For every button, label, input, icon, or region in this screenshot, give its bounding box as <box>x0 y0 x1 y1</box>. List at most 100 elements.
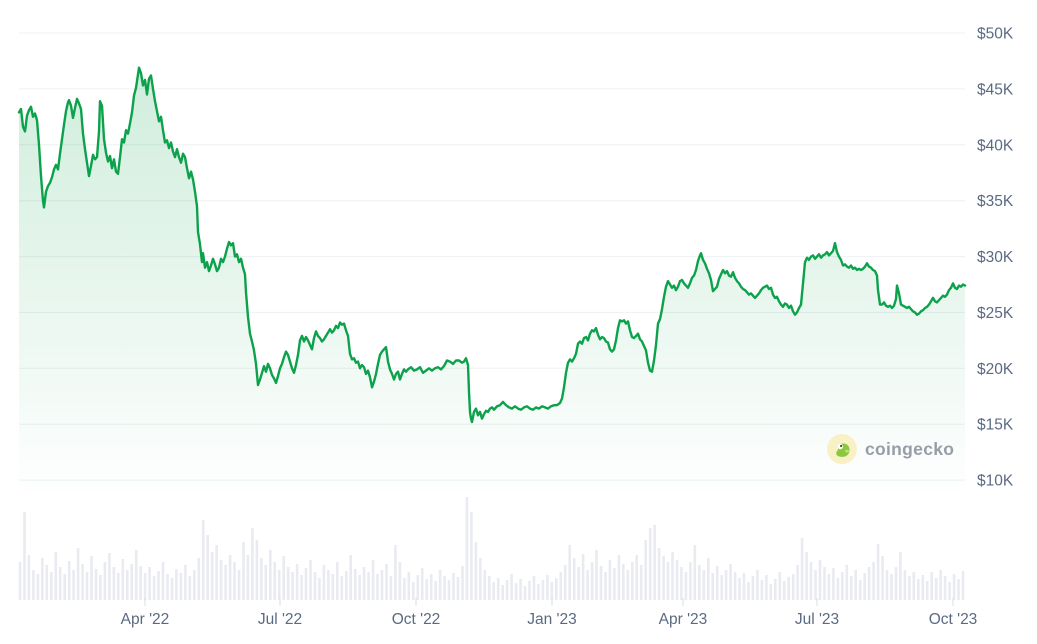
volume-bar <box>550 582 554 600</box>
y-axis-tick-label: $20K <box>977 361 1014 378</box>
volume-bar <box>420 568 424 600</box>
volume-bar <box>747 582 750 600</box>
volume-bar <box>50 572 53 600</box>
volume-bar <box>246 555 250 600</box>
volume-bar <box>322 565 326 600</box>
volume-bar <box>827 574 831 600</box>
volume-bar <box>313 572 317 600</box>
volume-bar <box>809 562 813 600</box>
volume-bar <box>756 570 759 600</box>
volume-bar <box>657 548 661 600</box>
volume-bar <box>300 575 303 600</box>
volume-bar <box>291 572 294 600</box>
volume-bar <box>492 582 495 600</box>
volume-bar <box>653 525 656 600</box>
coingecko-watermark: coingecko <box>827 434 954 464</box>
volume-bar <box>791 574 795 600</box>
volume-bar <box>939 570 942 600</box>
volume-bar <box>331 574 335 600</box>
volume-bar <box>286 567 290 600</box>
volume-bar <box>885 570 889 600</box>
volume-bar <box>461 566 464 600</box>
x-axis-tick-label: Oct '23 <box>929 611 978 628</box>
y-axis-labels: $50K $45K $40K $35K $30K $25K $20K $15K $10K <box>977 26 1014 490</box>
y-axis-tick-label: $30K <box>977 249 1014 266</box>
volume-bar <box>452 573 455 600</box>
volume-bar <box>724 570 728 600</box>
volume-bar <box>206 535 209 600</box>
volume-bar <box>568 545 571 600</box>
volume-bar <box>514 583 518 600</box>
volume-bar <box>917 579 920 600</box>
volume-bar <box>948 582 951 600</box>
volume-bar <box>876 544 880 600</box>
volume-bar <box>143 573 147 600</box>
volume-bar <box>362 567 366 600</box>
volume-bar <box>166 574 169 600</box>
coingecko-logo-icon <box>827 434 857 464</box>
volume-bar <box>733 572 737 600</box>
volume-bar <box>380 570 384 600</box>
volume-bar <box>644 540 647 600</box>
volume-bar <box>805 552 808 600</box>
volume-bar <box>179 573 183 600</box>
volume-bar <box>604 572 607 600</box>
volume-bar <box>255 540 259 600</box>
volume-bar <box>367 572 370 600</box>
volume-bar <box>823 567 826 600</box>
volume-bar <box>854 570 857 600</box>
volume-bar <box>237 570 241 600</box>
volume-bar <box>881 556 884 600</box>
volume-bar <box>429 574 433 600</box>
volume-bar <box>94 569 98 600</box>
volume-bar <box>684 572 688 600</box>
volume-bar <box>613 568 616 600</box>
volume-bar <box>626 570 630 600</box>
volume-bar <box>161 562 165 600</box>
volume-bar <box>675 560 679 600</box>
volume-bar <box>845 565 849 600</box>
volume-bar <box>635 555 638 600</box>
volume-bar <box>112 567 116 600</box>
volume-bar <box>505 580 509 600</box>
volume-bar <box>707 558 710 600</box>
volume-bar <box>434 581 437 600</box>
x-axis-tick-label: Jan '23 <box>527 611 577 628</box>
volume-bar <box>242 542 245 600</box>
volume-bar <box>126 570 129 600</box>
y-axis-tick-label: $35K <box>977 193 1014 210</box>
volume-bar <box>836 578 840 600</box>
volume-bar <box>930 572 933 600</box>
volume-bar <box>577 567 580 600</box>
volume-bar <box>760 580 764 600</box>
volume-bar <box>23 512 26 600</box>
volume-bar <box>36 574 40 600</box>
volume-bar <box>671 552 674 600</box>
volume-bar <box>479 558 482 600</box>
volume-bar <box>751 576 755 600</box>
x-axis-tick-label: Jul '23 <box>795 611 839 628</box>
volume-bar <box>385 564 388 600</box>
volume-bar <box>863 573 866 600</box>
volume-bar <box>103 562 107 600</box>
volume-bar <box>336 562 339 600</box>
volume-bar <box>693 545 697 600</box>
volume-bar <box>912 572 916 600</box>
coingecko-watermark-text: coingecko <box>865 439 955 459</box>
volume-bar <box>729 564 732 600</box>
volume-bar <box>572 558 576 600</box>
volume-bar <box>398 562 402 600</box>
volume-bar <box>689 562 692 600</box>
volume-bar <box>264 565 268 600</box>
volume-bar <box>702 570 706 600</box>
volume-bar <box>210 552 214 600</box>
price-area-fill <box>19 67 965 492</box>
volume-bar <box>277 570 281 600</box>
volume-bar <box>890 574 893 600</box>
volume-bar <box>850 576 853 600</box>
volume-bar <box>224 565 227 600</box>
volume-bar <box>769 584 773 600</box>
volume-bar <box>496 578 500 600</box>
volume-bar <box>470 512 473 600</box>
volume-bar <box>407 572 411 600</box>
